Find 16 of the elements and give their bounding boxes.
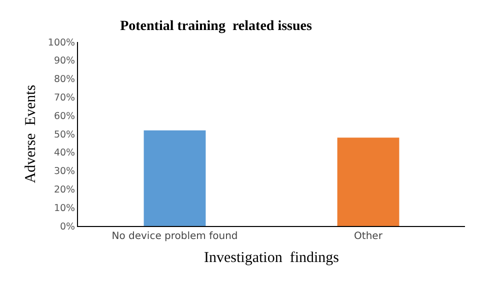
y-tick-label: 30% (54, 166, 76, 178)
y-tick-label: 40% (54, 148, 76, 159)
y-tick-label: 60% (54, 110, 76, 122)
x-tick-label: No device problem found (112, 231, 238, 242)
y-tick-label: 0% (60, 221, 76, 232)
y-tick-label: 70% (54, 92, 76, 104)
x-tick-label: Other (354, 231, 384, 242)
y-tick-label: 10% (54, 202, 76, 214)
y-tick-label: 50% (54, 129, 76, 140)
y-tick-label: 80% (54, 74, 76, 86)
y-axis-title: Adverse Events (23, 84, 40, 184)
chart-title: Potential training related issues (120, 18, 312, 34)
x-axis-title: Investigation findings (204, 250, 340, 266)
y-tick-label: 20% (54, 184, 76, 196)
y-tick-label: 90% (54, 56, 76, 67)
y-tick-label: 100% (48, 37, 76, 48)
